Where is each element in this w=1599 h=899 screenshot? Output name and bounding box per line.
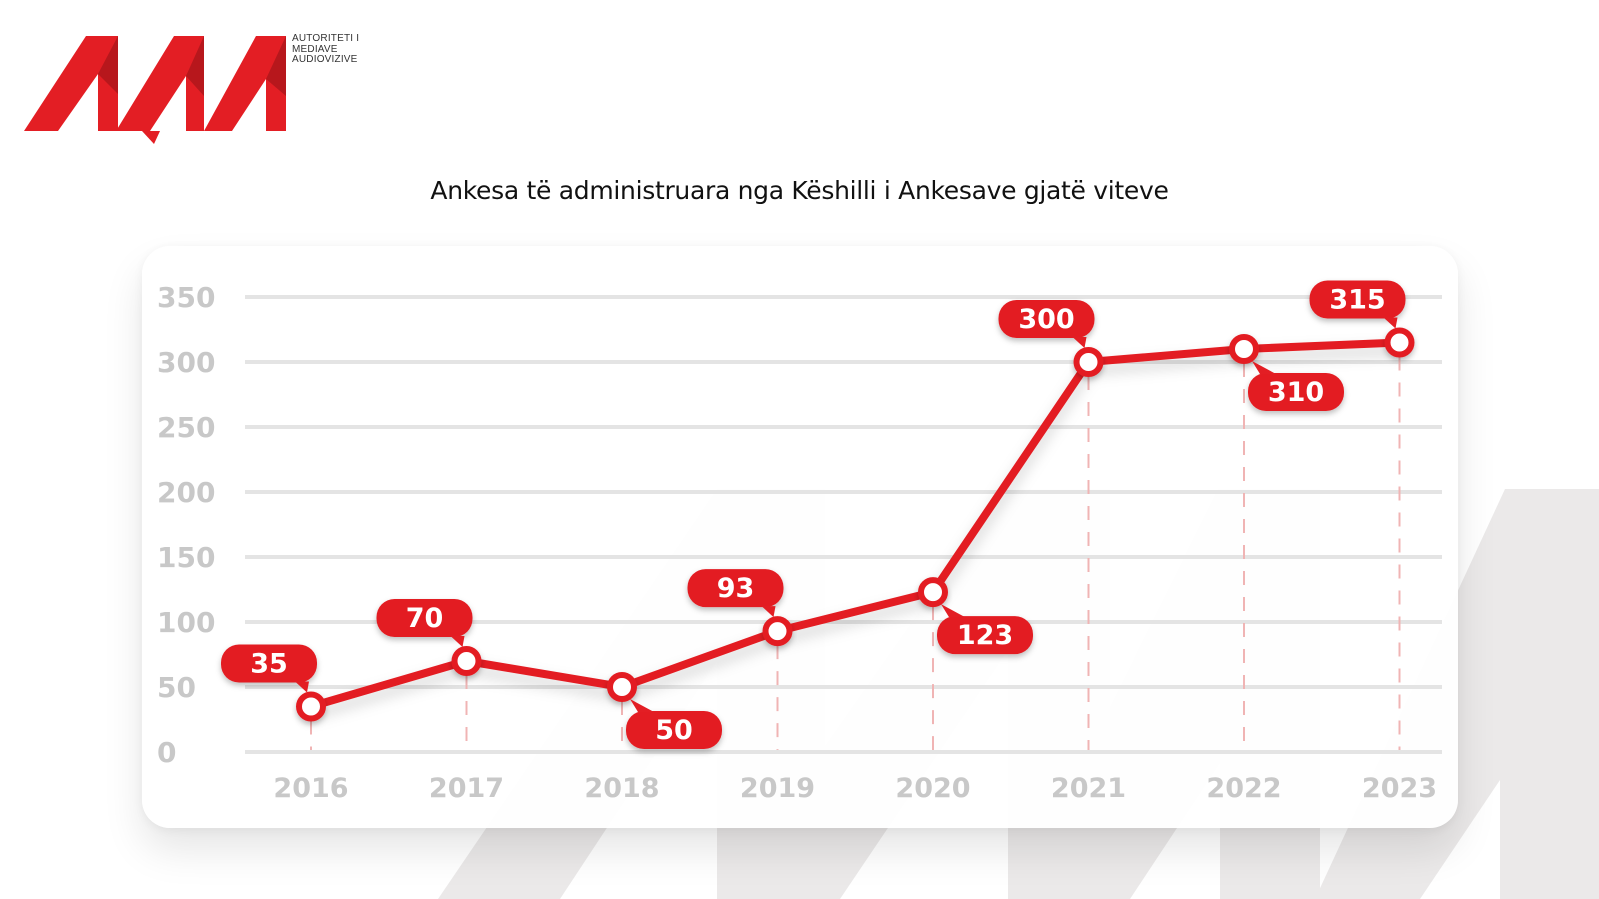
data-point bbox=[607, 672, 637, 702]
org-name-line: AUTORITETI I bbox=[292, 33, 360, 44]
x-tick-label: 2022 bbox=[1206, 773, 1281, 804]
y-tick-label: 150 bbox=[157, 541, 215, 574]
x-axis-ticks: 2016 2017 2018 2019 2020 2021 2022 2023 bbox=[273, 773, 1437, 804]
data-point bbox=[296, 691, 326, 722]
data-label: 50 bbox=[626, 699, 722, 749]
data-point bbox=[451, 646, 482, 676]
data-label-pointer bbox=[1072, 337, 1087, 348]
data-point bbox=[1073, 347, 1104, 377]
data-label-text: 35 bbox=[250, 649, 288, 680]
data-label-text: 70 bbox=[406, 603, 444, 634]
data-label-text: 310 bbox=[1268, 377, 1324, 408]
data-point bbox=[918, 577, 948, 608]
x-tick-label: 2016 bbox=[273, 773, 348, 804]
x-tick-label: 2020 bbox=[895, 773, 970, 804]
data-label-bubble bbox=[998, 300, 1095, 338]
y-tick-label: 200 bbox=[157, 476, 215, 509]
data-point bbox=[1384, 327, 1415, 358]
y-tick-label: 300 bbox=[157, 346, 215, 379]
x-tick-label: 2023 bbox=[1362, 773, 1437, 804]
y-tick-label: 50 bbox=[157, 671, 196, 704]
data-label-bubble bbox=[376, 599, 473, 637]
data-label: 35 bbox=[221, 644, 317, 693]
data-label-text: 50 bbox=[655, 715, 693, 746]
data-label: 315 bbox=[1309, 280, 1406, 329]
data-point bbox=[762, 616, 793, 647]
data-label: 310 bbox=[1248, 361, 1344, 411]
data-label-pointer bbox=[450, 636, 465, 647]
org-name: AUTORITETI I MEDIAVE AUDIOVIZIVE bbox=[292, 33, 360, 66]
y-tick-label: 250 bbox=[157, 411, 215, 444]
data-label-pointer bbox=[295, 681, 309, 693]
x-tick-label: 2019 bbox=[740, 773, 815, 804]
data-label-bubble bbox=[1309, 280, 1406, 319]
data-label-bubble bbox=[221, 644, 317, 683]
y-axis-ticks: 0 50 100 150 200 250 300 350 bbox=[157, 281, 215, 769]
data-label-bubble bbox=[937, 616, 1033, 655]
data-labels: 35 70 50 93 123 300 310 315 bbox=[221, 280, 1406, 749]
x-tick-label: 2021 bbox=[1051, 773, 1126, 804]
x-tick-label: 2017 bbox=[429, 773, 504, 804]
data-label-pointer bbox=[1383, 317, 1398, 329]
data-label: 70 bbox=[376, 599, 473, 647]
data-label-text: 93 bbox=[717, 573, 755, 604]
data-label-text: 123 bbox=[957, 620, 1013, 651]
data-label: 300 bbox=[998, 300, 1095, 348]
data-label-bubble bbox=[1248, 373, 1344, 411]
x-tick-label: 2018 bbox=[584, 773, 659, 804]
y-tick-label: 0 bbox=[157, 736, 176, 769]
y-tick-label: 350 bbox=[157, 281, 215, 314]
data-label-bubble bbox=[687, 569, 784, 608]
data-label-pointer bbox=[1252, 361, 1276, 374]
grid bbox=[245, 295, 1442, 754]
data-label-bubble bbox=[626, 711, 722, 749]
data-label-pointer bbox=[630, 699, 654, 712]
data-label: 123 bbox=[937, 604, 1033, 655]
data-label: 93 bbox=[687, 569, 784, 618]
data-label-text: 300 bbox=[1018, 304, 1074, 335]
guide-lines bbox=[310, 356, 1401, 750]
points bbox=[296, 327, 1415, 722]
series bbox=[307, 338, 1404, 711]
data-label-pointer bbox=[761, 606, 776, 618]
series-line bbox=[307, 338, 1404, 711]
org-name-line: MEDIAVE bbox=[292, 43, 338, 55]
ama-logo bbox=[24, 36, 286, 144]
data-point bbox=[1229, 334, 1259, 364]
org-name-line: AUDIOVIZIVE bbox=[292, 54, 358, 65]
chart-title: Ankesa të administruara nga Këshilli i A… bbox=[430, 176, 1169, 205]
data-label-pointer bbox=[941, 604, 965, 618]
y-tick-label: 100 bbox=[157, 606, 215, 639]
data-label-text: 315 bbox=[1329, 285, 1385, 316]
